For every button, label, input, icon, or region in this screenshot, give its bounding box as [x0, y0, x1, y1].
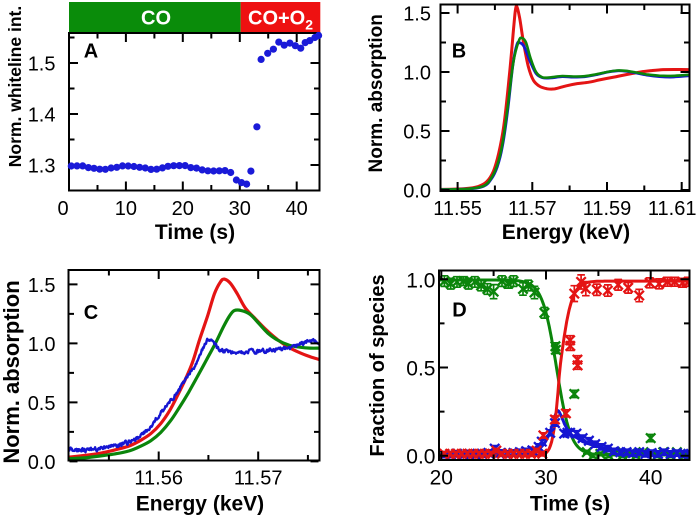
svg-text:0.0: 0.0: [28, 452, 56, 474]
svg-text:30: 30: [229, 198, 251, 220]
svg-text:Norm. absorption: Norm. absorption: [0, 280, 24, 463]
svg-text:Time (s): Time (s): [155, 221, 235, 244]
svg-text:C: C: [84, 302, 98, 324]
svg-text:11.55: 11.55: [433, 198, 482, 220]
svg-text:1.0: 1.0: [406, 269, 435, 292]
svg-text:11.57: 11.57: [234, 468, 283, 490]
svg-text:0.5: 0.5: [403, 122, 431, 144]
svg-text:1.3: 1.3: [28, 156, 56, 178]
svg-text:0.5: 0.5: [406, 358, 435, 381]
svg-text:Fraction of species: Fraction of species: [367, 274, 389, 456]
svg-text:A: A: [84, 41, 98, 63]
svg-text:0.0: 0.0: [406, 446, 435, 469]
svg-text:1.5: 1.5: [28, 54, 56, 76]
svg-text:CO: CO: [141, 8, 171, 30]
svg-text:1.5: 1.5: [28, 275, 56, 297]
svg-text:40: 40: [639, 467, 662, 490]
svg-text:11.57: 11.57: [508, 198, 557, 220]
svg-text:11.61: 11.61: [648, 198, 697, 220]
svg-text:B: B: [452, 41, 466, 63]
svg-text:10: 10: [115, 198, 137, 220]
svg-text:11.56: 11.56: [134, 468, 183, 490]
svg-text:30: 30: [534, 467, 557, 490]
svg-text:1.0: 1.0: [28, 334, 56, 356]
svg-text:1.5: 1.5: [403, 4, 431, 26]
svg-text:Energy (keV): Energy (keV): [502, 221, 630, 244]
svg-text:D: D: [452, 300, 466, 322]
svg-text:0.5: 0.5: [28, 393, 56, 415]
svg-text:1.0: 1.0: [403, 63, 431, 85]
svg-text:Energy (keV): Energy (keV): [136, 493, 264, 516]
svg-text:0: 0: [57, 198, 68, 220]
svg-text:1.4: 1.4: [28, 105, 56, 127]
svg-text:40: 40: [286, 198, 308, 220]
svg-text:20: 20: [430, 467, 453, 490]
svg-text:Norm. whiteline int.: Norm. whiteline int.: [5, 6, 25, 167]
svg-text:11.59: 11.59: [583, 198, 632, 220]
svg-text:0.0: 0.0: [403, 181, 431, 203]
svg-text:CO+O2: CO+O2: [248, 8, 313, 33]
svg-text:20: 20: [172, 198, 194, 220]
svg-text:Time (s): Time (s): [530, 493, 610, 516]
svg-text:Norm. absorption: Norm. absorption: [366, 14, 387, 172]
